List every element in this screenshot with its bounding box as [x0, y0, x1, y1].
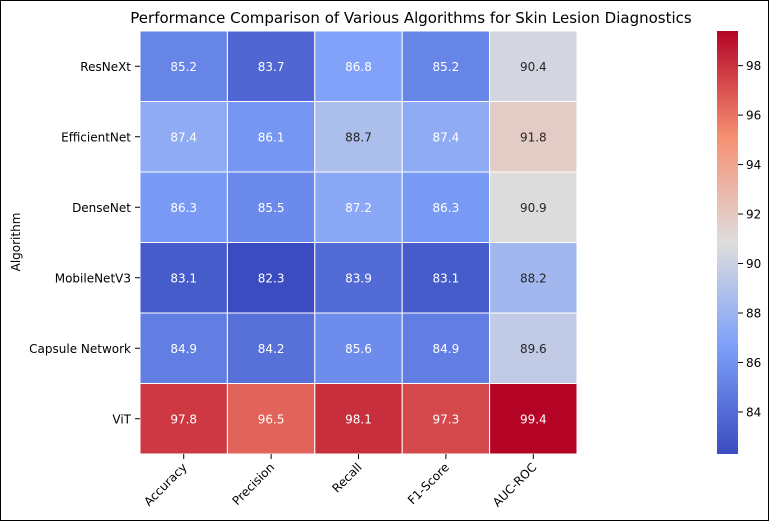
cell-value-label: 97.8	[170, 412, 197, 426]
cell-value-label: 91.8	[520, 130, 547, 144]
heatmap-cell	[489, 242, 578, 314]
heatmap-cell	[226, 312, 316, 384]
colorbar-gradient	[717, 31, 738, 454]
cell-value-label: 99.4	[520, 412, 547, 426]
cell-value-label: 89.6	[520, 342, 547, 356]
heatmap-cell	[314, 312, 403, 384]
cell-value-label: 87.2	[345, 201, 372, 215]
cell-value-label: 86.1	[258, 130, 285, 144]
colorbar-tick-label: 84	[746, 405, 761, 419]
row-tick-labels: ResNeXt EfficientNet DenseNet MobileNetV3 Ca…	[29, 60, 140, 426]
heatmap-cell	[489, 30, 578, 102]
colorbar-tick-label: 90	[746, 257, 761, 271]
colorbar-tick-label: 96	[746, 109, 761, 123]
heatmap-cell	[314, 242, 403, 314]
row-tick-label: ResNeXt	[80, 60, 131, 74]
heatmap-cell	[226, 383, 316, 455]
column-tick-label: F1-Score	[405, 460, 452, 507]
cell-value-label: 86.3	[433, 201, 460, 215]
heatmap-cell	[314, 101, 403, 173]
cell-value-label: 86.8	[345, 60, 372, 74]
column-tick-label: Precision	[229, 460, 277, 508]
colorbar-tick-label: 88	[746, 307, 761, 321]
row-tick-label: DenseNet	[72, 201, 131, 215]
heatmap-cell	[489, 383, 578, 455]
heatmap-cell	[314, 171, 403, 243]
colorbar-tick-label: 98	[746, 59, 761, 73]
row-tick-label: EfficientNet	[61, 130, 131, 144]
colorbar-tick-label: 92	[746, 208, 761, 222]
cell-value-label: 85.6	[345, 342, 372, 356]
heatmap-cell	[226, 30, 316, 102]
colorbar-tick-label: 94	[746, 158, 761, 172]
cell-value-label: 83.9	[345, 271, 372, 285]
heatmap-cell	[489, 101, 578, 173]
cell-value-label: 85.2	[170, 60, 197, 74]
heatmap-cell	[489, 171, 578, 243]
heatmap-cells	[139, 30, 578, 455]
column-tick-label: AUC-ROC	[490, 460, 539, 509]
heatmap-cell	[226, 171, 316, 243]
row-tick-label: ViT	[112, 412, 131, 426]
cell-value-label: 83.1	[433, 271, 460, 285]
colorbar: 84 86 88 90 92 94 96 98	[717, 31, 761, 454]
chart-title: Performance Comparison of Various Algori…	[130, 9, 692, 27]
cell-value-label: 84.2	[258, 342, 285, 356]
heatmap-cell	[139, 30, 228, 102]
heatmap-cell	[226, 242, 316, 314]
cell-value-labels: 85.2 83.7 86.8 85.2 90.4 87.4 86.1 88.7 87.4 91.8…	[170, 60, 546, 427]
column-tick-labels: Accuracy Precision Recall F1-Score AUC-ROC	[141, 454, 539, 510]
heatmap-cell	[401, 171, 491, 243]
colorbar-tick-label: 86	[746, 356, 761, 370]
y-axis-label: Algorithm	[9, 213, 23, 272]
heatmap-cell	[139, 101, 228, 173]
cell-value-label: 83.1	[170, 271, 197, 285]
heatmap-cell	[401, 383, 491, 455]
cell-value-label: 88.2	[520, 271, 547, 285]
heatmap-cell	[401, 30, 491, 102]
cell-value-label: 98.1	[345, 412, 372, 426]
column-tick-label: Recall	[329, 460, 364, 495]
cell-value-label: 85.5	[258, 201, 285, 215]
cell-value-label: 96.5	[258, 412, 285, 426]
cell-value-label: 90.4	[520, 60, 547, 74]
heatmap-cell	[401, 242, 491, 314]
cell-value-label: 87.4	[433, 130, 460, 144]
cell-value-label: 85.2	[433, 60, 460, 74]
cell-value-label: 86.3	[170, 201, 197, 215]
cell-value-label: 87.4	[170, 130, 197, 144]
cell-value-label: 82.3	[258, 271, 285, 285]
cell-value-label: 88.7	[345, 130, 372, 144]
row-tick-label: MobileNetV3	[55, 271, 131, 285]
column-tick-label: Accuracy	[141, 460, 190, 509]
heatmap-cell	[314, 30, 403, 102]
cell-value-label: 84.9	[433, 342, 460, 356]
cell-value-label: 97.3	[433, 412, 460, 426]
cell-value-label: 90.9	[520, 201, 547, 215]
cell-value-label: 84.9	[170, 342, 197, 356]
heatmap-cell	[139, 312, 228, 384]
row-tick-label: Capsule Network	[29, 342, 131, 356]
cell-value-label: 83.7	[258, 60, 285, 74]
heatmap-cell	[489, 312, 578, 384]
heatmap-cell	[314, 383, 403, 455]
